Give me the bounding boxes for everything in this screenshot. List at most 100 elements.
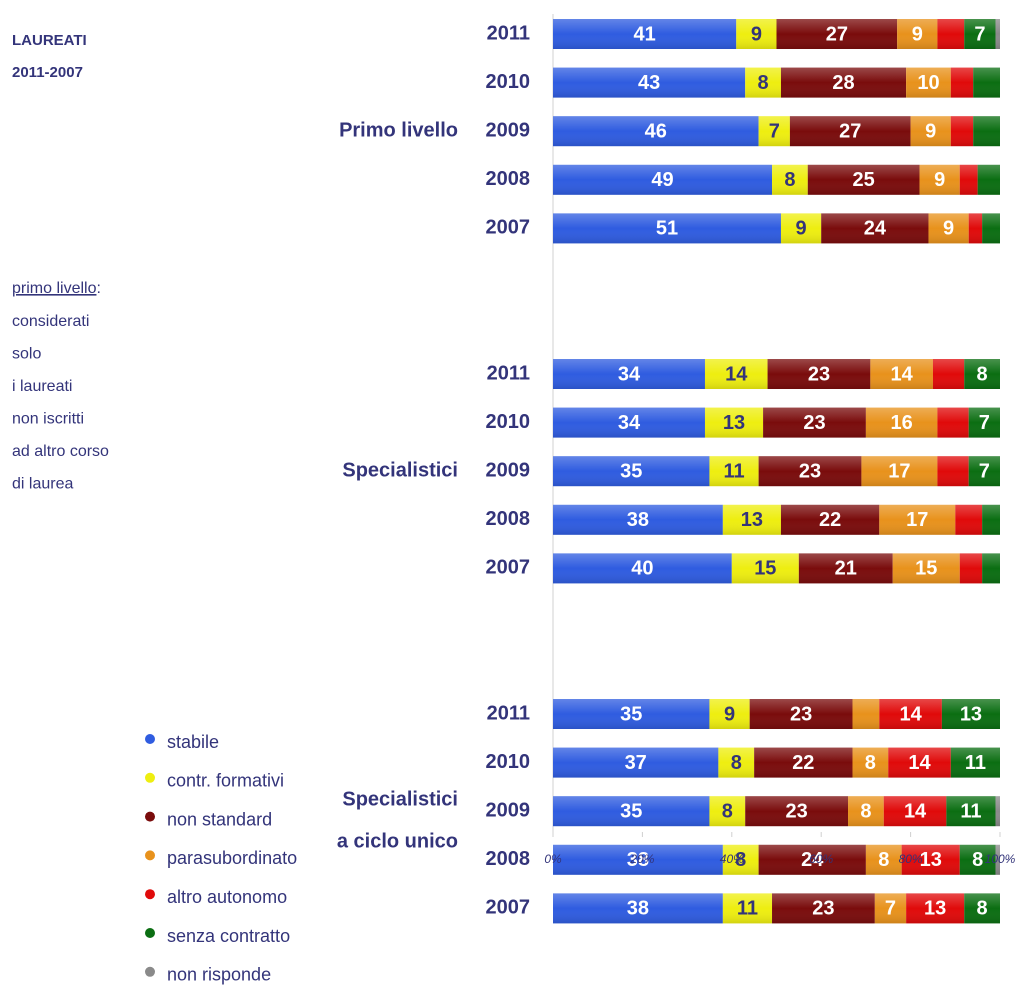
bar-shine — [553, 844, 723, 875]
data-label: 22 — [819, 509, 841, 531]
bar-shine — [968, 213, 983, 244]
legend-swatch — [145, 734, 155, 744]
bar-shine — [709, 699, 750, 729]
x-tick-label: 0% — [544, 852, 562, 866]
bar-shine — [776, 19, 898, 49]
data-label: 13 — [924, 898, 946, 920]
legend-label: senza contratto — [167, 926, 290, 946]
x-tick-label: 60% — [809, 852, 833, 866]
data-label: 21 — [835, 558, 857, 580]
data-label: 9 — [724, 703, 735, 725]
data-label: 51 — [656, 218, 678, 240]
data-label: 23 — [785, 800, 807, 822]
bar-shine — [789, 116, 911, 147]
bar-shine — [937, 456, 969, 487]
data-label: 8 — [977, 363, 988, 385]
bar-shine — [888, 747, 951, 778]
bar-shine — [995, 796, 1000, 827]
data-label: 23 — [812, 898, 834, 920]
data-label: 22 — [792, 752, 814, 774]
bar-shine — [982, 504, 1000, 535]
bar-shine — [704, 407, 764, 438]
data-label: 13 — [960, 703, 982, 725]
bar-shine — [919, 164, 960, 195]
chart-title: LAUREATI — [12, 32, 87, 49]
bar-shine — [709, 796, 746, 827]
data-label: 34 — [618, 412, 641, 434]
data-label: 9 — [912, 23, 923, 45]
bar-shine — [718, 747, 755, 778]
bar-shine — [780, 504, 880, 535]
bar-shine — [883, 796, 947, 827]
bar-shine — [865, 844, 902, 875]
chart-title: 2011-2007 — [12, 64, 83, 81]
note-line: non iscritti — [12, 411, 84, 428]
data-label: 24 — [801, 849, 824, 871]
data-label: 27 — [826, 23, 848, 45]
bar-shine — [736, 19, 777, 49]
bar-shine — [553, 19, 737, 49]
bar-shine — [722, 504, 781, 535]
bar-shine — [982, 213, 1000, 244]
data-label: 7 — [974, 23, 985, 45]
legend-swatch — [145, 889, 155, 900]
legend-label: stabile — [167, 732, 219, 752]
data-label: 8 — [784, 169, 795, 191]
note-heading-text: primo livello — [12, 280, 97, 297]
bar-shine — [937, 407, 969, 438]
data-label: 43 — [638, 72, 660, 94]
bar-shine — [852, 747, 889, 778]
bar-shine — [553, 116, 759, 147]
bar-shine — [892, 553, 960, 584]
group-label: Primo livello — [339, 119, 458, 141]
y-tick-label: 2010 — [486, 71, 531, 93]
note-line: i laureati — [12, 378, 72, 395]
data-label: 15 — [754, 558, 776, 580]
bar-shine — [772, 164, 808, 195]
data-label: 8 — [758, 72, 769, 94]
y-tick-label: 2007 — [486, 557, 531, 579]
data-label: 9 — [796, 218, 807, 240]
bar-shine — [821, 213, 929, 244]
bar-shine — [553, 504, 723, 535]
data-label: 23 — [799, 460, 821, 482]
data-label: 9 — [925, 120, 936, 142]
note-heading: primo livello: — [12, 280, 101, 297]
data-label: 9 — [934, 169, 945, 191]
bar-shine — [553, 67, 746, 98]
data-label: 35 — [620, 800, 642, 822]
data-label: 17 — [906, 509, 928, 531]
data-label: 14 — [899, 703, 922, 725]
data-label: 41 — [634, 23, 656, 45]
data-label: 37 — [625, 752, 647, 774]
y-tick-label: 2008 — [486, 168, 531, 190]
bar-shine — [955, 504, 983, 535]
legend-label: non standard — [167, 809, 272, 829]
data-label: 40 — [631, 558, 653, 580]
y-tick-label: 2009 — [486, 119, 531, 141]
bar-shine — [964, 359, 1000, 389]
bar-shine — [973, 116, 1000, 147]
bar-shine — [982, 553, 1000, 584]
data-label: 38 — [627, 509, 649, 531]
bar-shine — [553, 747, 719, 778]
bar-shine — [879, 504, 956, 535]
bar-shine — [553, 699, 710, 729]
bar-shine — [749, 699, 853, 729]
data-label: 23 — [803, 412, 825, 434]
data-label: 14 — [725, 363, 748, 385]
data-label: 7 — [769, 120, 780, 142]
x-tick-label: 80% — [899, 852, 923, 866]
bar-shine — [901, 844, 960, 875]
group-label: a ciclo unico — [337, 830, 458, 852]
bar-shine — [852, 699, 880, 729]
y-tick-label: 2007 — [486, 897, 531, 919]
data-label: 38 — [627, 849, 649, 871]
bar-shine — [928, 213, 969, 244]
bar-shine — [968, 456, 1000, 487]
legend-label: altro autonomo — [167, 887, 287, 907]
data-label: 14 — [904, 800, 927, 822]
legend-label: non risponde — [167, 965, 271, 985]
y-tick-label: 2008 — [486, 508, 531, 530]
